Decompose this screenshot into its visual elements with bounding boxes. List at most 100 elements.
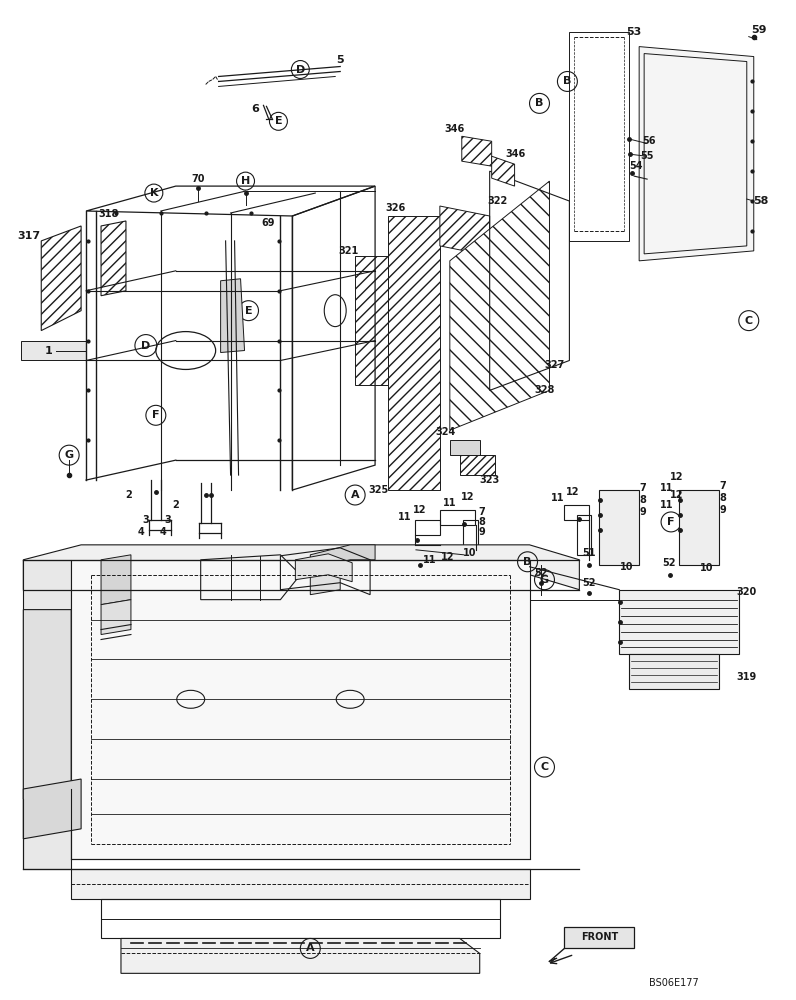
Polygon shape bbox=[101, 555, 131, 605]
Text: 10: 10 bbox=[700, 563, 714, 573]
Text: 6: 6 bbox=[252, 104, 259, 114]
Polygon shape bbox=[619, 590, 739, 654]
Text: 9: 9 bbox=[478, 527, 485, 537]
Text: 8: 8 bbox=[478, 517, 485, 527]
Text: 1: 1 bbox=[45, 346, 52, 356]
Polygon shape bbox=[564, 927, 634, 948]
Polygon shape bbox=[460, 455, 494, 475]
Text: K: K bbox=[150, 188, 158, 198]
Text: 346: 346 bbox=[445, 124, 465, 134]
Text: 326: 326 bbox=[385, 203, 405, 213]
Polygon shape bbox=[355, 256, 388, 385]
Text: 4: 4 bbox=[159, 527, 166, 537]
Text: 12: 12 bbox=[441, 552, 455, 562]
Polygon shape bbox=[71, 869, 529, 899]
Text: 7: 7 bbox=[478, 507, 485, 517]
Text: 12: 12 bbox=[413, 505, 427, 515]
Text: F: F bbox=[152, 410, 159, 420]
Polygon shape bbox=[295, 554, 352, 582]
Text: 9: 9 bbox=[640, 507, 646, 517]
Text: C: C bbox=[540, 762, 548, 772]
Text: 52: 52 bbox=[662, 558, 676, 568]
Polygon shape bbox=[71, 560, 529, 859]
Text: 69: 69 bbox=[262, 218, 275, 228]
Text: 9: 9 bbox=[720, 505, 726, 515]
Text: 70: 70 bbox=[191, 174, 205, 184]
Text: B: B bbox=[536, 98, 544, 108]
Text: FRONT: FRONT bbox=[580, 932, 618, 942]
Text: 12: 12 bbox=[670, 472, 684, 482]
Text: 59: 59 bbox=[751, 25, 767, 35]
Text: 10: 10 bbox=[463, 548, 477, 558]
Polygon shape bbox=[23, 610, 71, 799]
Text: 346: 346 bbox=[505, 149, 525, 159]
Polygon shape bbox=[310, 568, 340, 595]
Polygon shape bbox=[21, 341, 86, 360]
Text: B: B bbox=[564, 76, 572, 86]
Text: 321: 321 bbox=[338, 246, 358, 256]
Text: 52: 52 bbox=[583, 578, 596, 588]
Text: 11: 11 bbox=[443, 498, 457, 508]
Text: 52: 52 bbox=[535, 568, 548, 578]
Text: 327: 327 bbox=[544, 360, 564, 370]
Text: A: A bbox=[306, 943, 314, 953]
Text: D: D bbox=[141, 341, 150, 351]
Text: 58: 58 bbox=[753, 196, 768, 206]
Polygon shape bbox=[450, 181, 549, 430]
Polygon shape bbox=[101, 221, 126, 296]
Polygon shape bbox=[23, 545, 579, 590]
Polygon shape bbox=[492, 156, 514, 186]
Text: D: D bbox=[296, 65, 305, 75]
Text: 2: 2 bbox=[173, 500, 179, 510]
Text: 8: 8 bbox=[640, 495, 646, 505]
Polygon shape bbox=[462, 136, 492, 166]
Text: 11: 11 bbox=[423, 555, 437, 565]
Text: 11: 11 bbox=[661, 500, 673, 510]
Text: 11: 11 bbox=[661, 483, 673, 493]
Text: 12: 12 bbox=[461, 492, 474, 502]
Text: A: A bbox=[351, 490, 360, 500]
Text: 10: 10 bbox=[619, 562, 633, 572]
Text: 328: 328 bbox=[534, 385, 555, 395]
Text: 54: 54 bbox=[630, 161, 643, 171]
Text: 2: 2 bbox=[126, 490, 132, 500]
Text: B: B bbox=[523, 557, 532, 567]
Text: 318: 318 bbox=[99, 209, 119, 219]
Text: G: G bbox=[540, 575, 549, 585]
Polygon shape bbox=[101, 600, 131, 635]
Text: 5: 5 bbox=[337, 55, 344, 65]
Text: F: F bbox=[667, 517, 675, 527]
Text: 12: 12 bbox=[670, 490, 684, 500]
Text: 319: 319 bbox=[736, 672, 757, 682]
Text: 53: 53 bbox=[626, 27, 642, 37]
Polygon shape bbox=[679, 490, 719, 565]
Text: 4: 4 bbox=[138, 527, 144, 537]
Polygon shape bbox=[310, 545, 375, 570]
Text: 322: 322 bbox=[487, 196, 508, 206]
Text: 11: 11 bbox=[398, 512, 412, 522]
Text: 7: 7 bbox=[720, 481, 726, 491]
Text: H: H bbox=[241, 176, 250, 186]
Polygon shape bbox=[639, 47, 754, 261]
Text: 56: 56 bbox=[642, 136, 656, 146]
Text: E: E bbox=[275, 116, 283, 126]
Text: E: E bbox=[244, 306, 252, 316]
Polygon shape bbox=[450, 440, 480, 455]
Text: 323: 323 bbox=[479, 475, 500, 485]
Polygon shape bbox=[599, 490, 639, 565]
Text: C: C bbox=[745, 316, 753, 326]
Text: 3: 3 bbox=[165, 515, 171, 525]
Polygon shape bbox=[41, 226, 81, 331]
Text: 11: 11 bbox=[551, 493, 564, 503]
Text: G: G bbox=[64, 450, 74, 460]
Polygon shape bbox=[629, 654, 719, 689]
Polygon shape bbox=[388, 216, 440, 490]
Polygon shape bbox=[440, 206, 490, 256]
Text: 317: 317 bbox=[18, 231, 41, 241]
Text: 7: 7 bbox=[640, 483, 646, 493]
Polygon shape bbox=[23, 779, 81, 839]
Text: 51: 51 bbox=[583, 548, 596, 558]
Text: 3: 3 bbox=[142, 515, 150, 525]
Polygon shape bbox=[23, 560, 71, 869]
Text: 8: 8 bbox=[720, 493, 726, 503]
